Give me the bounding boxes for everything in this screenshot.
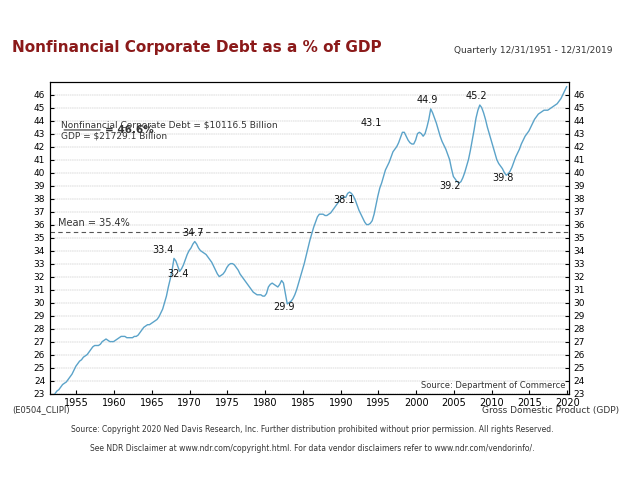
Text: Nonfinancial Corporate Debt = $10116.5 Billion: Nonfinancial Corporate Debt = $10116.5 B…: [61, 120, 278, 130]
Text: 34.7: 34.7: [182, 228, 204, 238]
Text: = 46.6%: = 46.6%: [105, 125, 154, 135]
Text: 45.2: 45.2: [466, 91, 488, 101]
Text: Nonfinancial Corporate Debt as a % of GDP: Nonfinancial Corporate Debt as a % of GD…: [12, 40, 382, 55]
Text: See NDR Disclaimer at www.ndr.com/copyright.html. For data vendor disclaimers re: See NDR Disclaimer at www.ndr.com/copyri…: [90, 444, 535, 453]
Text: Source: Copyright 2020 Ned Davis Research, Inc. Further distribution prohibited : Source: Copyright 2020 Ned Davis Researc…: [71, 425, 554, 434]
Text: (E0504_CLIPI): (E0504_CLIPI): [12, 406, 70, 415]
Text: Quarterly 12/31/1951 - 12/31/2019: Quarterly 12/31/1951 - 12/31/2019: [454, 46, 612, 55]
Text: Mean = 35.4%: Mean = 35.4%: [58, 218, 129, 228]
Text: 39.8: 39.8: [492, 173, 514, 183]
Text: Source: Department of Commerce: Source: Department of Commerce: [421, 381, 566, 390]
Text: GDP = $21729.1 Billion: GDP = $21729.1 Billion: [61, 132, 168, 141]
Text: 39.2: 39.2: [439, 181, 461, 191]
Text: 29.9: 29.9: [273, 302, 295, 312]
Text: 33.4: 33.4: [152, 244, 174, 254]
Text: 32.4: 32.4: [168, 269, 189, 279]
Text: 38.1: 38.1: [334, 195, 355, 205]
Text: Gross Domestic Product (GDP): Gross Domestic Product (GDP): [482, 406, 619, 415]
Text: 44.9: 44.9: [417, 95, 438, 105]
Text: 43.1: 43.1: [360, 119, 382, 129]
